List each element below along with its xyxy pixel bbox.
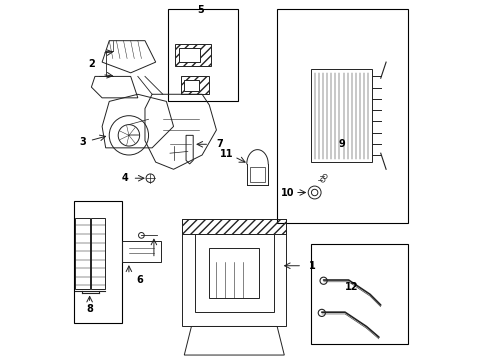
Bar	[311, 69, 372, 162]
Bar	[75, 217, 90, 289]
Bar	[311, 244, 408, 344]
Text: 2: 2	[88, 59, 95, 69]
Bar	[209, 248, 259, 298]
Bar	[175, 44, 211, 66]
Text: 9: 9	[338, 139, 345, 149]
Bar	[195, 234, 273, 312]
Bar	[182, 219, 286, 327]
Bar	[179, 48, 200, 62]
Bar	[181, 76, 209, 94]
Bar	[182, 219, 286, 234]
Bar	[250, 167, 265, 182]
Text: 7: 7	[217, 139, 223, 149]
Bar	[91, 217, 105, 289]
Text: 5: 5	[197, 5, 204, 15]
Text: 12: 12	[345, 282, 359, 292]
Text: 8: 8	[86, 303, 93, 314]
Bar	[184, 80, 198, 91]
Text: 10: 10	[281, 188, 294, 198]
Text: 4: 4	[122, 173, 129, 183]
Bar	[277, 9, 408, 223]
Bar	[168, 9, 238, 102]
Text: 3: 3	[79, 138, 86, 148]
Text: 6: 6	[136, 275, 143, 285]
Text: 1: 1	[309, 261, 316, 271]
Text: 11: 11	[220, 149, 234, 159]
Bar	[74, 202, 122, 323]
